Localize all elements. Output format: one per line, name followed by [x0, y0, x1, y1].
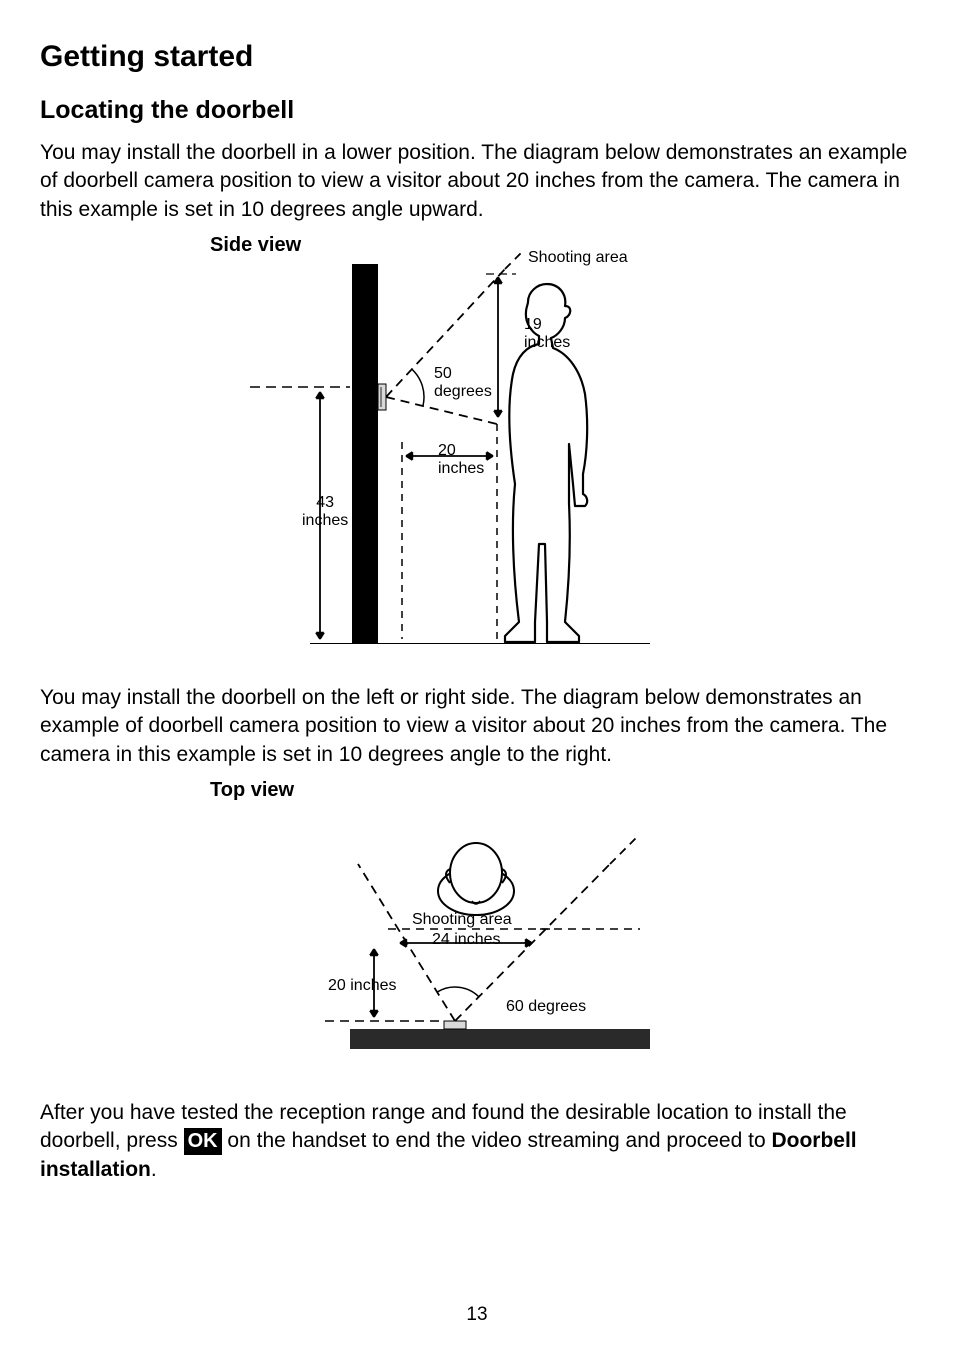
height-43-value: 43: [316, 494, 334, 511]
angle-60-label: 60 degrees: [506, 998, 586, 1016]
closing-post: on the handset to end the video streamin…: [222, 1129, 772, 1152]
side-view-diagram: Side view Shooting area 43 inches 19 inc…: [40, 234, 914, 654]
top-dist-20-value: 20 inches: [328, 977, 397, 994]
top-view-diagram: Top view Shooting area 24 inches 20 inch…: [40, 779, 914, 1069]
angle-50-unit: degrees: [434, 383, 492, 400]
ok-button-label: OK: [184, 1128, 222, 1155]
dist-20-unit: inches: [438, 460, 484, 477]
angle-50-value: 50: [434, 365, 452, 382]
page-number: 13: [0, 1304, 954, 1326]
intro-paragraph-2: You may install the doorbell on the left…: [40, 684, 914, 769]
width-24-value: 24 inches: [432, 931, 501, 948]
angle-60-value: 60 degrees: [506, 998, 586, 1015]
angle-50-label: 50 degrees: [434, 365, 492, 402]
width-24-label: 24 inches: [432, 931, 501, 949]
section-heading: Locating the doorbell: [40, 96, 914, 125]
shooting-area-label: Shooting area: [528, 249, 628, 267]
dist-20-value: 20: [438, 442, 456, 459]
closing-period: .: [151, 1158, 157, 1181]
top-19-value: 19: [524, 316, 542, 333]
height-43-unit: inches: [302, 512, 348, 529]
page-title: Getting started: [40, 40, 914, 74]
dist-20-label: 20 inches: [438, 442, 484, 479]
top-19-unit: inches: [524, 334, 570, 351]
top-shooting-area-label: Shooting area: [412, 911, 512, 929]
top-dist-20-label: 20 inches: [328, 977, 397, 995]
intro-paragraph-1: You may install the doorbell in a lower …: [40, 139, 914, 224]
top-19-label: 19 inches: [524, 316, 570, 353]
closing-paragraph: After you have tested the reception rang…: [40, 1099, 914, 1184]
height-43-label: 43 inches: [302, 494, 348, 531]
